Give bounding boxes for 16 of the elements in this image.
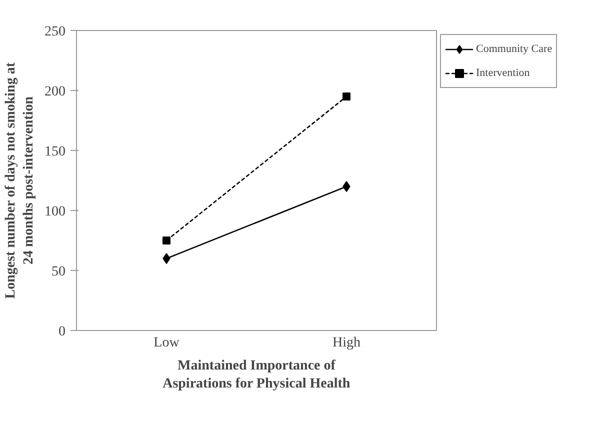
point xyxy=(162,236,170,244)
y-axis-title: Longest number of days not smoking at 24 months post-intervention xyxy=(4,62,36,299)
y-tick-label: 200 xyxy=(44,84,66,100)
x-tick-label: Low xyxy=(154,336,180,350)
y-tick-label: 250 xyxy=(44,24,66,40)
point xyxy=(162,253,170,264)
y-tick-label: 150 xyxy=(44,144,66,160)
y-tick-label: 0 xyxy=(58,324,66,340)
point xyxy=(342,181,350,192)
point xyxy=(342,92,350,100)
legend-label: Community Care xyxy=(476,43,552,55)
x-axis-title: Maintained Importance of Aspirations for Physical Health xyxy=(162,358,350,392)
y-tick-label: 100 xyxy=(44,204,66,220)
y-tick-label: 50 xyxy=(52,264,66,280)
legend-label: Intervention xyxy=(476,67,530,79)
x-tick-label: High xyxy=(332,336,360,350)
